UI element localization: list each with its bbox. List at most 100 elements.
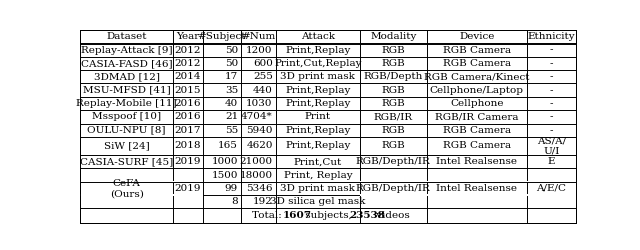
Text: 21000: 21000: [239, 157, 273, 166]
Text: -: -: [550, 59, 553, 68]
Text: RGB Camera: RGB Camera: [443, 126, 511, 135]
Text: RGB: RGB: [381, 59, 405, 68]
Text: 50: 50: [225, 59, 238, 68]
Text: 35: 35: [225, 86, 238, 95]
Text: CASIA-FASD [46]: CASIA-FASD [46]: [81, 59, 172, 68]
Text: #Subject: #Subject: [198, 32, 246, 41]
Text: RGB Camera: RGB Camera: [443, 46, 511, 54]
Text: RGB/IR: RGB/IR: [374, 112, 413, 122]
Text: RGB: RGB: [381, 99, 405, 108]
Text: 18000: 18000: [239, 170, 273, 179]
Text: Total:: Total:: [252, 211, 285, 220]
Text: 5346: 5346: [246, 184, 273, 193]
Text: MSU-MFSD [41]: MSU-MFSD [41]: [83, 86, 170, 95]
Text: 3D print mask: 3D print mask: [280, 184, 355, 193]
Bar: [360, 194, 576, 196]
Text: Print, Replay: Print, Replay: [284, 170, 352, 179]
Text: 2016: 2016: [175, 112, 201, 122]
Text: SiW [24]: SiW [24]: [104, 142, 150, 150]
Text: Replay-Attack [9]: Replay-Attack [9]: [81, 46, 172, 54]
Text: Print: Print: [305, 112, 331, 122]
Text: 2016: 2016: [175, 99, 201, 108]
Text: AS/A/
U/I: AS/A/ U/I: [537, 136, 566, 156]
Text: 3D silica gel mask: 3D silica gel mask: [270, 197, 365, 206]
Text: 2017: 2017: [175, 126, 201, 135]
Text: 2012: 2012: [175, 59, 201, 68]
Text: -: -: [550, 46, 553, 54]
Text: 4704*: 4704*: [241, 112, 273, 122]
Text: -: -: [550, 99, 553, 108]
Text: Print,Cut,Replay: Print,Cut,Replay: [274, 59, 362, 68]
Text: RGB/IR Camera: RGB/IR Camera: [435, 112, 518, 122]
Text: RGB Camera/Kinect: RGB Camera/Kinect: [424, 72, 529, 81]
Text: Print,Replay: Print,Replay: [285, 142, 351, 150]
Text: RGB/Depth/IR: RGB/Depth/IR: [356, 184, 431, 193]
Text: 55: 55: [225, 126, 238, 135]
Text: 1607: 1607: [283, 211, 312, 220]
Text: #Num: #Num: [241, 32, 276, 41]
Text: 1200: 1200: [246, 46, 273, 54]
Text: -: -: [550, 126, 553, 135]
Text: OULU-NPU [8]: OULU-NPU [8]: [88, 126, 166, 135]
Text: 3D print mask: 3D print mask: [280, 72, 355, 81]
Text: 21: 21: [225, 112, 238, 122]
Text: 8: 8: [232, 197, 238, 206]
Text: E: E: [548, 157, 556, 166]
Text: 1000: 1000: [212, 157, 238, 166]
Text: Ethnicity: Ethnicity: [527, 32, 575, 41]
Text: 2019: 2019: [175, 184, 201, 193]
Text: Intel Realsense: Intel Realsense: [436, 157, 517, 166]
Bar: [360, 181, 576, 182]
Text: RGB: RGB: [381, 142, 405, 150]
Text: -: -: [550, 112, 553, 122]
Text: RGB Camera: RGB Camera: [443, 59, 511, 68]
Text: CeFA
(Ours): CeFA (Ours): [109, 179, 143, 198]
Text: 5940: 5940: [246, 126, 273, 135]
Text: Dataset: Dataset: [106, 32, 147, 41]
Text: Intel Realsense: Intel Realsense: [436, 184, 517, 193]
Text: Print,Replay: Print,Replay: [285, 126, 351, 135]
Text: 40: 40: [225, 99, 238, 108]
Text: 23538: 23538: [349, 211, 385, 220]
Text: RGB: RGB: [381, 86, 405, 95]
Text: Replay-Mobile [11]: Replay-Mobile [11]: [76, 99, 177, 108]
Text: RGB/Depth/IR: RGB/Depth/IR: [356, 157, 431, 166]
Text: 165: 165: [218, 142, 238, 150]
Text: Print,Cut: Print,Cut: [294, 157, 342, 166]
Bar: [80, 194, 203, 196]
Text: 50: 50: [225, 46, 238, 54]
Text: RGB: RGB: [381, 46, 405, 54]
Text: CASIA-SURF [45]: CASIA-SURF [45]: [80, 157, 173, 166]
Text: subjects,: subjects,: [301, 211, 355, 220]
Text: 600: 600: [253, 59, 273, 68]
Text: Device: Device: [459, 32, 495, 41]
Text: Print,Replay: Print,Replay: [285, 86, 351, 95]
Text: -: -: [550, 86, 553, 95]
Text: Cellphone: Cellphone: [450, 99, 504, 108]
Text: RGB: RGB: [381, 126, 405, 135]
Text: Modality: Modality: [370, 32, 417, 41]
Text: 1030: 1030: [246, 99, 273, 108]
Text: 1500: 1500: [212, 170, 238, 179]
Text: Print,Replay: Print,Replay: [285, 46, 351, 54]
Text: -: -: [550, 72, 553, 81]
Text: 2018: 2018: [175, 142, 201, 150]
Text: Msspoof [10]: Msspoof [10]: [92, 112, 161, 122]
Bar: [80, 181, 203, 182]
Text: Cellphone/Laptop: Cellphone/Laptop: [430, 86, 524, 95]
Text: 2019: 2019: [175, 157, 201, 166]
Text: 192: 192: [253, 197, 273, 206]
Text: RGB/Depth: RGB/Depth: [364, 72, 423, 81]
Text: 440: 440: [253, 86, 273, 95]
Text: RGB Camera: RGB Camera: [443, 142, 511, 150]
Text: Attack: Attack: [301, 32, 335, 41]
Text: 2014: 2014: [175, 72, 201, 81]
Text: videos: videos: [373, 211, 410, 220]
Text: 2015: 2015: [175, 86, 201, 95]
Text: 99: 99: [225, 184, 238, 193]
Text: 4620: 4620: [246, 142, 273, 150]
Text: 2012: 2012: [175, 46, 201, 54]
Text: Year: Year: [177, 32, 200, 41]
Text: 255: 255: [253, 72, 273, 81]
Text: A/E/C: A/E/C: [536, 184, 566, 193]
